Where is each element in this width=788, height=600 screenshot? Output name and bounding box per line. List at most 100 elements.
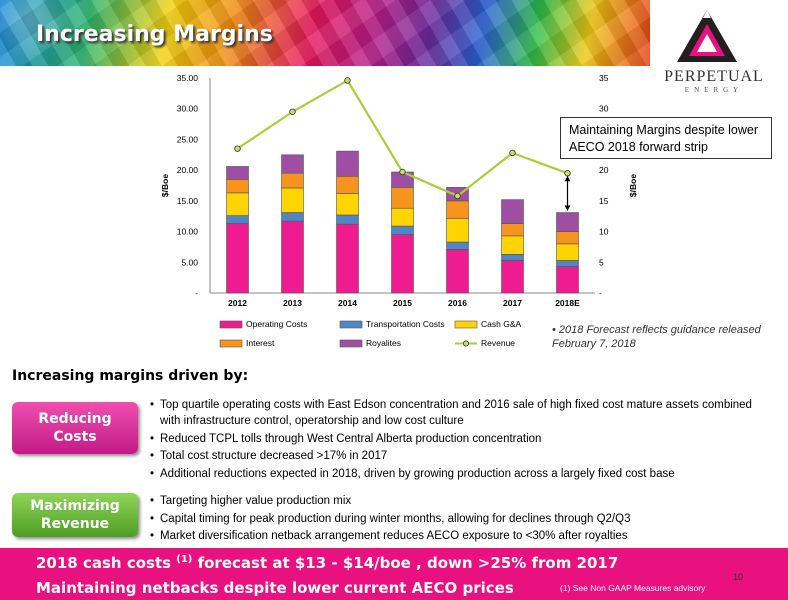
y-right-tick-label: 10 bbox=[599, 227, 609, 237]
bar-segment bbox=[556, 266, 579, 294]
bar-segment bbox=[501, 223, 524, 237]
list-item: Reduced TCPL tolls through West Central … bbox=[150, 431, 770, 447]
reducing-costs-list: Top quartile operating costs with East E… bbox=[150, 397, 770, 483]
y-right-tick-label: - bbox=[599, 288, 602, 298]
legend-label: Operating Costs bbox=[246, 319, 307, 329]
x-tick-label: 2015 bbox=[393, 298, 412, 308]
x-tick-label: 2018E bbox=[555, 298, 580, 308]
bar-segment bbox=[391, 234, 414, 294]
legend-label: Revenue bbox=[481, 338, 515, 348]
bar-segment bbox=[226, 223, 249, 294]
maximizing-revenue-badge: Maximizing Revenue bbox=[12, 493, 138, 537]
y-right-tick-label: 15 bbox=[599, 196, 609, 206]
bar-segment bbox=[281, 187, 304, 213]
perpetual-logo-icon bbox=[677, 10, 737, 62]
bar-segment bbox=[501, 260, 524, 294]
y-axis-right-label: $/Boe bbox=[628, 174, 638, 197]
bar-segment bbox=[446, 200, 469, 219]
bar-segment bbox=[336, 223, 359, 294]
y-left-tick-label: 25.00 bbox=[177, 134, 199, 144]
y-left-tick-label: 15.00 bbox=[177, 196, 199, 206]
list-item: Additional reductions expected in 2018, … bbox=[150, 466, 770, 482]
margin-arrow-head-bottom bbox=[564, 205, 571, 211]
list-item: Market diversification netback arrangeme… bbox=[150, 528, 770, 544]
revenue-point bbox=[399, 168, 406, 176]
forecast-note: • 2018 Forecast reflects guidance releas… bbox=[552, 324, 761, 350]
bar-segment bbox=[556, 243, 579, 261]
bar-segment bbox=[226, 166, 249, 180]
bar-segment bbox=[501, 235, 524, 255]
max-label-1: Maximizing bbox=[30, 498, 120, 514]
y-axis-left-label: $/Boe bbox=[160, 174, 170, 197]
page-number: 10 bbox=[733, 572, 744, 582]
footer-line-2: Maintaining netbacks despite lower curre… bbox=[36, 579, 514, 597]
page-title: Increasing Margins bbox=[36, 22, 273, 47]
revenue-point bbox=[564, 170, 571, 177]
bar-segment bbox=[281, 220, 304, 294]
reducing-label-2: Costs bbox=[53, 429, 97, 445]
bar-segment bbox=[336, 150, 359, 177]
margin-callout: Maintaining Margins despite lower AECO 2… bbox=[560, 117, 772, 159]
y-left-tick-label: 10.00 bbox=[177, 227, 199, 237]
bar-segment bbox=[226, 215, 249, 224]
bar-segment bbox=[391, 225, 414, 235]
list-item: Top quartile operating costs with East E… bbox=[150, 397, 770, 429]
list-item: Targeting higher value production mix bbox=[150, 493, 770, 509]
y-left-tick-label: 5.00 bbox=[181, 257, 198, 267]
legend-swatch bbox=[219, 339, 243, 348]
revenue-point bbox=[454, 192, 461, 200]
list-item: Capital timing for peak production durin… bbox=[150, 511, 770, 527]
bar-segment bbox=[501, 199, 524, 224]
legend-label: Interest bbox=[246, 338, 275, 348]
y-right-tick-label: 20 bbox=[599, 165, 609, 175]
legend-swatch bbox=[339, 320, 363, 329]
bar-segment bbox=[281, 172, 304, 189]
bar-segment bbox=[336, 193, 359, 216]
y-left-tick-label: 30.00 bbox=[177, 104, 199, 114]
legend-label: Royalites bbox=[366, 338, 401, 348]
y-left-tick-label: 35.00 bbox=[177, 73, 199, 83]
cost-revenue-chart: - 5.00 10.00 15.00 20.00 25.00 30.00 35.00 - 5 10 1… bbox=[160, 73, 638, 348]
bar-segment bbox=[556, 260, 579, 267]
bar-segment bbox=[226, 192, 249, 216]
legend-swatch bbox=[219, 320, 243, 329]
logo-wordmark: PERPETUAL bbox=[664, 68, 764, 85]
bar-segment bbox=[446, 249, 469, 294]
list-item: Total cost structure decreased >17% in 2… bbox=[150, 448, 770, 464]
logo-subtitle: ENERGY bbox=[684, 86, 744, 94]
x-tick-label: 2014 bbox=[338, 298, 357, 308]
bar-segment bbox=[501, 254, 524, 261]
maximizing-revenue-list: Targeting higher value production mix Ca… bbox=[150, 493, 770, 546]
legend-label: Transportation Costs bbox=[366, 319, 445, 329]
y-right-tick-label: 30 bbox=[599, 104, 609, 114]
max-label-2: Revenue bbox=[40, 516, 110, 532]
bar-segment bbox=[336, 175, 359, 194]
y-right-tick-label: 35 bbox=[599, 73, 609, 83]
legend-line-marker bbox=[462, 340, 469, 347]
x-tick-label: 2016 bbox=[448, 298, 467, 308]
revenue-point bbox=[234, 145, 241, 152]
revenue-point bbox=[344, 77, 351, 84]
margin-arrow-head-top bbox=[564, 176, 571, 182]
bar-segment bbox=[446, 241, 469, 250]
revenue-point bbox=[289, 108, 296, 115]
footer-bar bbox=[0, 548, 788, 600]
x-tick-label: 2017 bbox=[503, 298, 522, 308]
bar-segment bbox=[336, 214, 359, 225]
bar-segment bbox=[556, 212, 579, 232]
bar-segment bbox=[281, 212, 304, 222]
reducing-label-1: Reducing bbox=[38, 411, 112, 427]
margins-heading: Increasing margins driven by: bbox=[12, 368, 249, 384]
x-tick-label: 2012 bbox=[228, 298, 247, 308]
y-left-tick-label: - bbox=[195, 288, 198, 298]
bar-segment bbox=[391, 207, 414, 227]
bar-segment bbox=[226, 179, 249, 194]
legend-label: Cash G&A bbox=[481, 319, 521, 329]
revenue-point bbox=[509, 149, 516, 157]
reducing-costs-badge: Reducing Costs bbox=[12, 402, 138, 454]
bar-segment bbox=[556, 231, 579, 245]
y-right-tick-label: 5 bbox=[599, 257, 604, 267]
footer-line-1: 2018 cash costs (1) forecast at $13 - $1… bbox=[36, 554, 619, 572]
title-banner: Increasing Margins bbox=[0, 0, 650, 66]
legend-swatch bbox=[339, 339, 363, 348]
